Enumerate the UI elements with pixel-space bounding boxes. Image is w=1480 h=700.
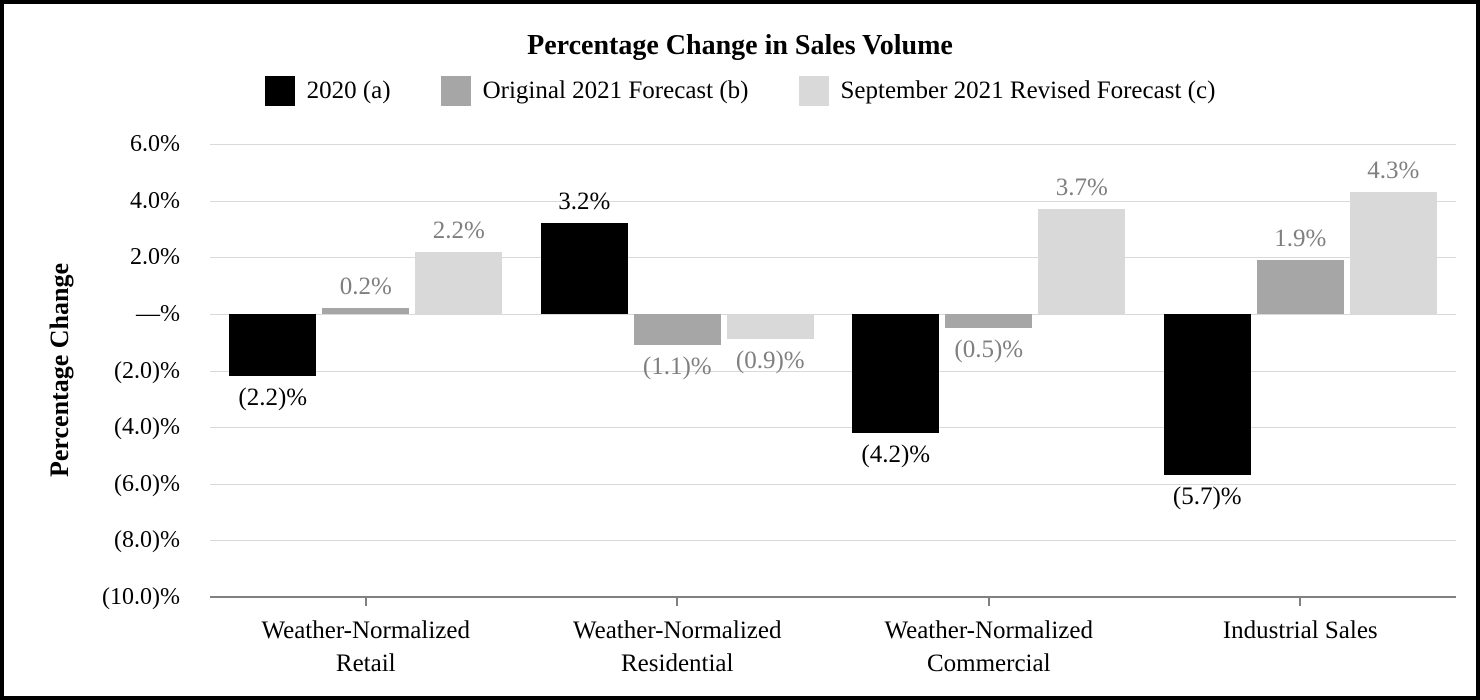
bar-data-label: (2.2)% — [238, 384, 308, 412]
gridline — [210, 370, 1456, 372]
x-axis-tick — [676, 597, 679, 606]
x-axis-tick — [1299, 597, 1302, 606]
gridline — [210, 313, 1456, 315]
bar-data-label: (0.9)% — [735, 347, 805, 375]
category-label: Industrial Sales — [1140, 614, 1460, 647]
bar-data-label: (4.2)% — [861, 440, 931, 468]
category-label-line: Weather-Normalized — [884, 617, 1093, 644]
bar-original-2021-forecast-b--cat1 — [633, 313, 721, 346]
y-tick-label: 4.0% — [130, 187, 180, 214]
y-tick-label: (6.0)% — [114, 470, 180, 497]
chart-title: Percentage Change in Sales Volume — [527, 30, 953, 61]
gridline — [210, 257, 1456, 259]
legend-swatch-icon — [440, 76, 471, 106]
category-label: Weather-Normalized Commercial — [829, 614, 1149, 680]
gridline — [210, 427, 1456, 429]
bar-september-2021-revised-forecast-c--cat3 — [1349, 192, 1437, 314]
x-axis-tick — [987, 597, 990, 606]
gridline — [210, 144, 1456, 145]
bar-2020-a--cat1 — [540, 223, 628, 314]
bar-data-label: 3.2% — [558, 188, 611, 216]
legend-swatch-icon — [798, 76, 829, 106]
y-tick-label: (2.0)% — [114, 357, 180, 384]
gridline — [210, 483, 1456, 485]
legend-label: 2020 (a) — [306, 77, 391, 104]
category-label: Weather-Normalized Retail — [206, 614, 526, 680]
plot-area: 6.0% 4.0% 2.0% —% (2.0)% (4.0)% (6.0)% (8.0)% (1… — [4, 4, 1476, 696]
bar-data-label: (5.7)% — [1172, 483, 1242, 511]
category-label-line: Commercial — [926, 650, 1051, 677]
bar-september-2021-revised-forecast-c--cat1 — [726, 313, 814, 340]
y-tick-label: (10.0)% — [102, 584, 180, 610]
y-tick-label: 6.0% — [130, 131, 180, 157]
bar-september-2021-revised-forecast-c--cat2 — [1038, 209, 1126, 314]
legend-item-1: Original 2021 Forecast (b) — [440, 76, 749, 106]
bar-2020-a--cat2 — [852, 313, 940, 433]
bar-data-label: (1.1)% — [642, 353, 712, 381]
gridline — [210, 200, 1456, 202]
x-axis-tick — [364, 597, 367, 606]
legend-item-2: September 2021 Revised Forecast (c) — [798, 76, 1216, 106]
bar-data-label: 2.2% — [432, 216, 485, 244]
category-label-line: Weather-Normalized — [573, 617, 782, 644]
bar-original-2021-forecast-b--cat0 — [322, 308, 410, 314]
legend-item-0: 2020 (a) — [264, 76, 391, 106]
bar-data-label: 0.2% — [339, 273, 392, 301]
y-tick-label: —% — [136, 300, 180, 327]
category-label-line: Retail — [335, 650, 396, 677]
legend-swatch-icon — [264, 76, 295, 106]
legend-label: September 2021 Revised Forecast (c) — [840, 77, 1216, 104]
y-tick-label: 2.0% — [130, 244, 180, 271]
bar-original-2021-forecast-b--cat2 — [945, 313, 1033, 329]
bar-data-label: 3.7% — [1055, 174, 1108, 202]
gridline — [210, 540, 1456, 542]
category-label-line: Residential — [621, 650, 734, 677]
legend-label: Original 2021 Forecast (b) — [482, 77, 749, 104]
bar-2020-a--cat0 — [229, 313, 317, 377]
category-label-line: Industrial Sales — [1222, 617, 1378, 644]
bar-2020-a--cat3 — [1163, 313, 1251, 476]
bar-september-2021-revised-forecast-c--cat0 — [415, 251, 503, 314]
bar-data-label: 1.9% — [1274, 225, 1327, 253]
bar-data-label: (0.5)% — [954, 336, 1024, 364]
y-tick-label: (8.0)% — [114, 527, 180, 554]
y-tick-label: (4.0)% — [114, 414, 180, 441]
bar-data-label: 4.3% — [1367, 157, 1420, 185]
category-label: Weather-Normalized Residential — [517, 614, 837, 680]
bar-original-2021-forecast-b--cat3 — [1256, 260, 1344, 314]
category-label-line: Weather-Normalized — [261, 617, 470, 644]
legend: 2020 (a) Original 2021 Forecast (b) Septem… — [4, 76, 1476, 106]
x-axis-line — [210, 596, 1456, 598]
